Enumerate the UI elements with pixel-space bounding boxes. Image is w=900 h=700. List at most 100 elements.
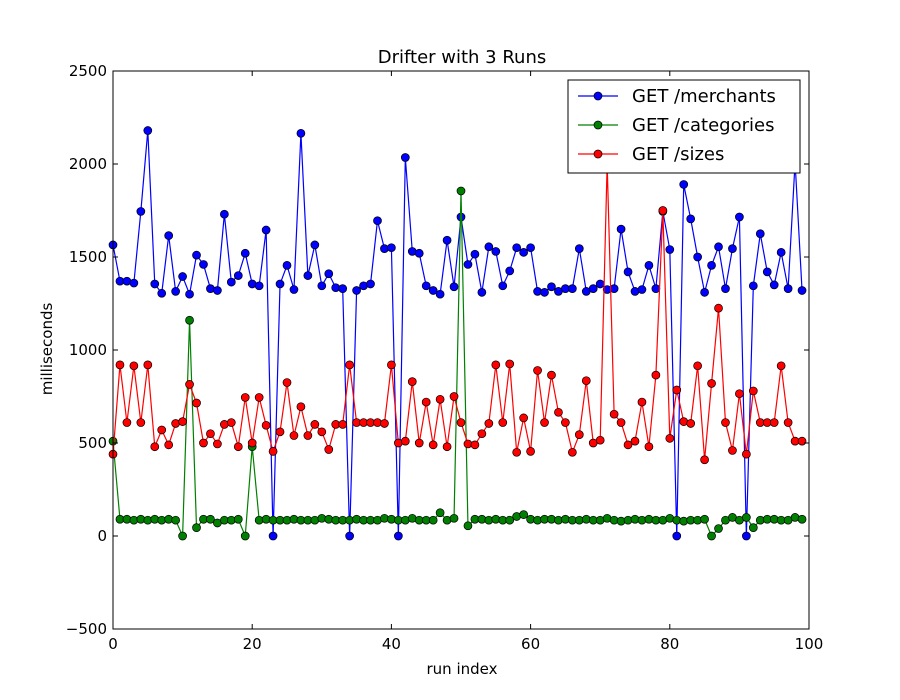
data-point	[769, 418, 779, 427]
data-point	[491, 247, 501, 256]
data-point	[491, 360, 501, 370]
data-point	[526, 243, 535, 253]
legend-marker	[593, 91, 603, 101]
data-point	[463, 521, 473, 531]
data-point	[366, 279, 375, 289]
data-point	[574, 244, 584, 253]
data-point	[721, 284, 730, 293]
data-point	[470, 440, 480, 450]
data-point	[776, 361, 786, 371]
data-point	[505, 266, 515, 276]
data-point	[519, 413, 528, 423]
data-point	[456, 418, 466, 427]
data-point	[421, 397, 431, 407]
data-point	[261, 420, 271, 430]
data-point	[143, 360, 153, 370]
data-point	[261, 225, 271, 235]
x-tick-label: 20	[243, 635, 262, 653]
y-tick-label: −500	[66, 620, 107, 638]
y-tick-label: 2000	[69, 155, 107, 173]
data-point	[150, 442, 160, 452]
data-point	[442, 235, 452, 245]
data-point	[240, 393, 250, 402]
data-point	[783, 284, 793, 293]
data-point	[240, 248, 250, 258]
data-point	[226, 277, 236, 287]
data-point	[400, 153, 410, 162]
data-point	[233, 514, 243, 524]
data-point	[519, 510, 528, 519]
data-point	[797, 436, 807, 446]
data-point	[171, 287, 180, 296]
data-point	[755, 229, 765, 239]
data-point	[672, 385, 682, 395]
legend-marker	[593, 149, 603, 159]
data-point	[470, 249, 480, 259]
legend-label: GET /merchants	[632, 86, 776, 107]
x-axis-label: run index	[427, 660, 498, 678]
data-point	[303, 271, 313, 280]
data-point	[595, 435, 605, 445]
data-point	[192, 523, 201, 532]
data-point	[449, 392, 459, 401]
data-point	[282, 378, 292, 387]
y-tick-label: 1500	[69, 248, 107, 266]
data-point	[769, 280, 779, 290]
data-point	[240, 531, 250, 541]
legend-item: GET /categories	[578, 115, 774, 136]
data-point	[199, 438, 208, 448]
data-point	[122, 418, 132, 427]
data-point	[609, 409, 619, 419]
data-point	[700, 287, 709, 297]
x-tick-label: 80	[660, 635, 679, 653]
legend-label: GET /categories	[632, 115, 774, 136]
data-point	[345, 531, 354, 541]
data-point	[310, 420, 320, 429]
data-point	[512, 243, 522, 253]
data-point	[783, 418, 793, 427]
data-point	[115, 360, 125, 370]
data-point	[595, 279, 605, 289]
data-point	[178, 417, 187, 426]
data-point	[568, 447, 577, 457]
data-point	[206, 514, 215, 524]
data-point	[213, 286, 222, 295]
data-point	[728, 446, 737, 455]
y-tick-label: 0	[97, 527, 107, 545]
data-point	[581, 376, 591, 386]
data-point	[512, 447, 522, 457]
data-point	[707, 531, 716, 541]
data-point	[707, 261, 716, 270]
data-point	[714, 303, 723, 313]
data-point	[164, 440, 174, 450]
data-point	[289, 285, 299, 294]
legend-label: GET /sizes	[632, 144, 724, 165]
data-point	[129, 361, 139, 371]
data-point	[498, 418, 508, 427]
data-point	[303, 431, 313, 440]
data-point	[623, 440, 633, 450]
series-3	[108, 159, 807, 465]
data-point	[414, 438, 424, 448]
data-point	[428, 440, 438, 450]
data-point	[407, 377, 417, 386]
data-point	[275, 279, 285, 289]
data-point	[644, 442, 654, 452]
data-point	[700, 514, 709, 524]
data-point	[317, 427, 327, 437]
data-point	[700, 455, 709, 465]
data-point	[387, 360, 396, 370]
data-point	[136, 418, 146, 427]
data-point	[268, 531, 278, 541]
data-point	[435, 289, 445, 299]
data-point	[275, 427, 285, 437]
data-point	[721, 418, 730, 427]
data-point	[658, 206, 668, 215]
data-point	[178, 531, 187, 541]
data-point	[477, 429, 487, 439]
data-point	[428, 515, 438, 525]
data-point	[428, 286, 438, 295]
data-point	[693, 252, 702, 262]
legend-marker	[593, 120, 603, 130]
